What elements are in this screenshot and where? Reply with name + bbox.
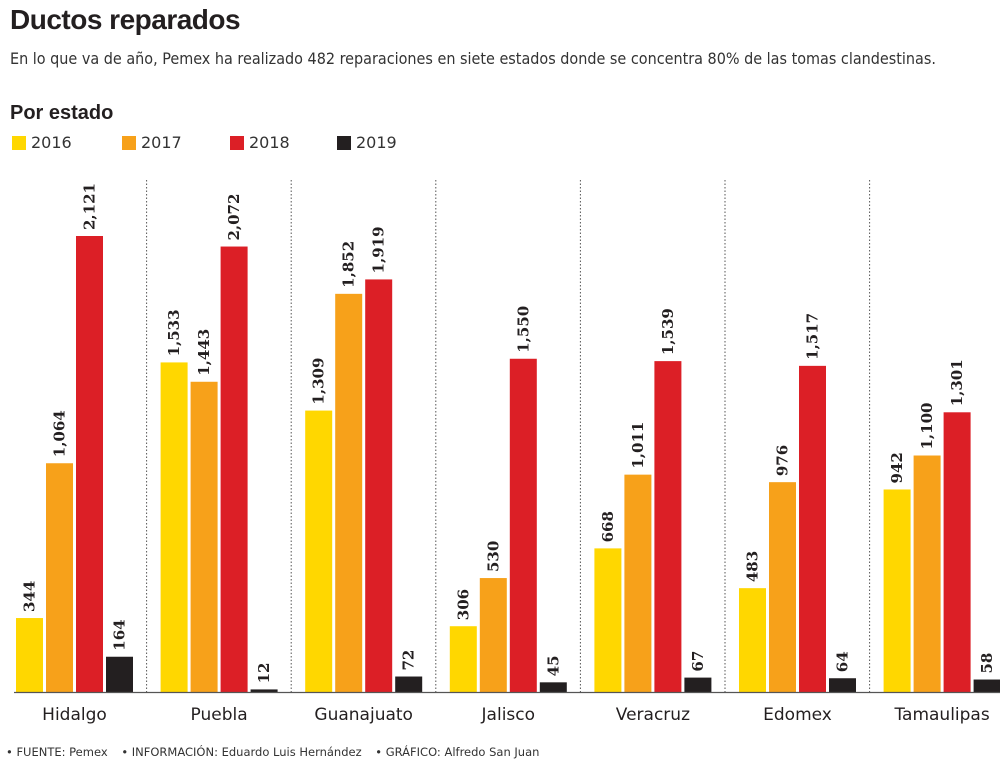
data-label: 58: [978, 653, 996, 674]
bar-2019-hidalgo: [106, 656, 133, 692]
bar-2017-puebla: [190, 381, 218, 692]
bar-2018-tamaulipas: [943, 412, 971, 692]
data-label: 1,852: [340, 241, 358, 288]
data-label: 1,301: [948, 359, 966, 406]
data-label: 1,309: [310, 358, 328, 405]
legend-swatch: [122, 135, 136, 150]
bar-2018-puebla: [220, 246, 248, 692]
bar-2018-hidalgo: [76, 236, 103, 692]
data-label: 67: [689, 651, 707, 672]
bar-2017-tamaulipas: [913, 455, 941, 692]
data-label: 942: [888, 452, 906, 483]
data-label: 1,100: [918, 403, 936, 450]
bar-2018-veracruz: [654, 361, 682, 692]
legend-swatch: [12, 135, 26, 150]
bar-2016-hidalgo: [16, 618, 43, 692]
chart-title: Ductos reparados: [10, 4, 241, 35]
footer-credits: • FUENTE: Pemex • INFORMACIÓN: Eduardo L…: [6, 745, 549, 759]
legend-label: 2019: [356, 133, 397, 152]
data-label: 1,443: [195, 329, 213, 376]
bar-2018-jalisco: [509, 358, 537, 692]
bar-2019-tamaulipas: [973, 679, 1000, 692]
category-label: Tamaulipas: [893, 705, 989, 725]
data-label: 1,550: [514, 306, 532, 353]
bar-2016-veracruz: [594, 548, 622, 692]
data-label: 483: [744, 551, 762, 582]
data-label: 1,533: [165, 309, 183, 356]
section-heading: Por estado: [10, 102, 114, 124]
data-label: 530: [484, 541, 502, 572]
data-label: 164: [111, 619, 129, 650]
data-label: 344: [21, 581, 39, 612]
data-label: 2,121: [81, 183, 99, 230]
data-label: 1,064: [51, 410, 69, 457]
bar-2018-guanajuato: [365, 279, 393, 692]
legend-label: 2016: [31, 133, 72, 152]
bar-2018-edomex: [799, 365, 826, 692]
category-label: Hidalgo: [42, 705, 107, 725]
legend-swatch: [337, 135, 351, 150]
category-label: Veracruz: [616, 705, 690, 725]
legend-label: 2018: [249, 133, 290, 152]
data-label: 12: [255, 663, 273, 684]
legend-item-2016: 2016: [12, 133, 72, 152]
bar-2019-jalisco: [539, 682, 567, 692]
data-label: 976: [774, 445, 792, 476]
data-label: 1,517: [804, 313, 822, 360]
data-label: 1,539: [659, 308, 677, 355]
category-label: Edomex: [763, 705, 832, 725]
data-label: 2,072: [225, 194, 243, 241]
legend-item-2018: 2018: [230, 133, 290, 152]
data-label: 1,011: [629, 422, 647, 469]
legend-swatch: [230, 135, 244, 150]
bar-2016-edomex: [739, 588, 766, 692]
category-label: Jalisco: [481, 705, 535, 725]
bar-2016-tamaulipas: [883, 489, 911, 692]
data-label: 1,919: [370, 226, 388, 273]
bar-2019-puebla: [250, 689, 278, 692]
bar-2016-jalisco: [449, 626, 477, 692]
category-label: Puebla: [191, 705, 248, 725]
data-label: 668: [599, 511, 617, 542]
data-label: 306: [454, 589, 472, 620]
bar-2019-veracruz: [684, 677, 712, 692]
bar-2017-edomex: [769, 482, 796, 692]
data-label: 45: [544, 655, 562, 676]
bar-2016-guanajuato: [305, 410, 333, 692]
category-label: Guanajuato: [314, 705, 413, 725]
bar-2019-edomex: [829, 678, 856, 692]
legend-item-2017: 2017: [122, 133, 182, 152]
bar-2017-veracruz: [624, 474, 652, 692]
bar-2019-guanajuato: [395, 676, 423, 692]
legend-item-2019: 2019: [337, 133, 397, 152]
footer-info: • INFORMACIÓN: Eduardo Luis Hernández: [121, 745, 362, 759]
chart-subtitle: En lo que va de año, Pemex ha realizado …: [10, 49, 936, 68]
footer-graphic: • GRÁFICO: Alfredo San Juan: [375, 745, 540, 759]
bar-2017-hidalgo: [46, 463, 73, 692]
footer-source: • FUENTE: Pemex: [6, 745, 108, 759]
data-label: 64: [834, 651, 852, 672]
bar-2017-jalisco: [479, 578, 507, 692]
bar-2017-guanajuato: [335, 293, 363, 692]
bar-2016-puebla: [160, 362, 188, 692]
legend-label: 2017: [141, 133, 182, 152]
data-label: 72: [400, 650, 418, 671]
